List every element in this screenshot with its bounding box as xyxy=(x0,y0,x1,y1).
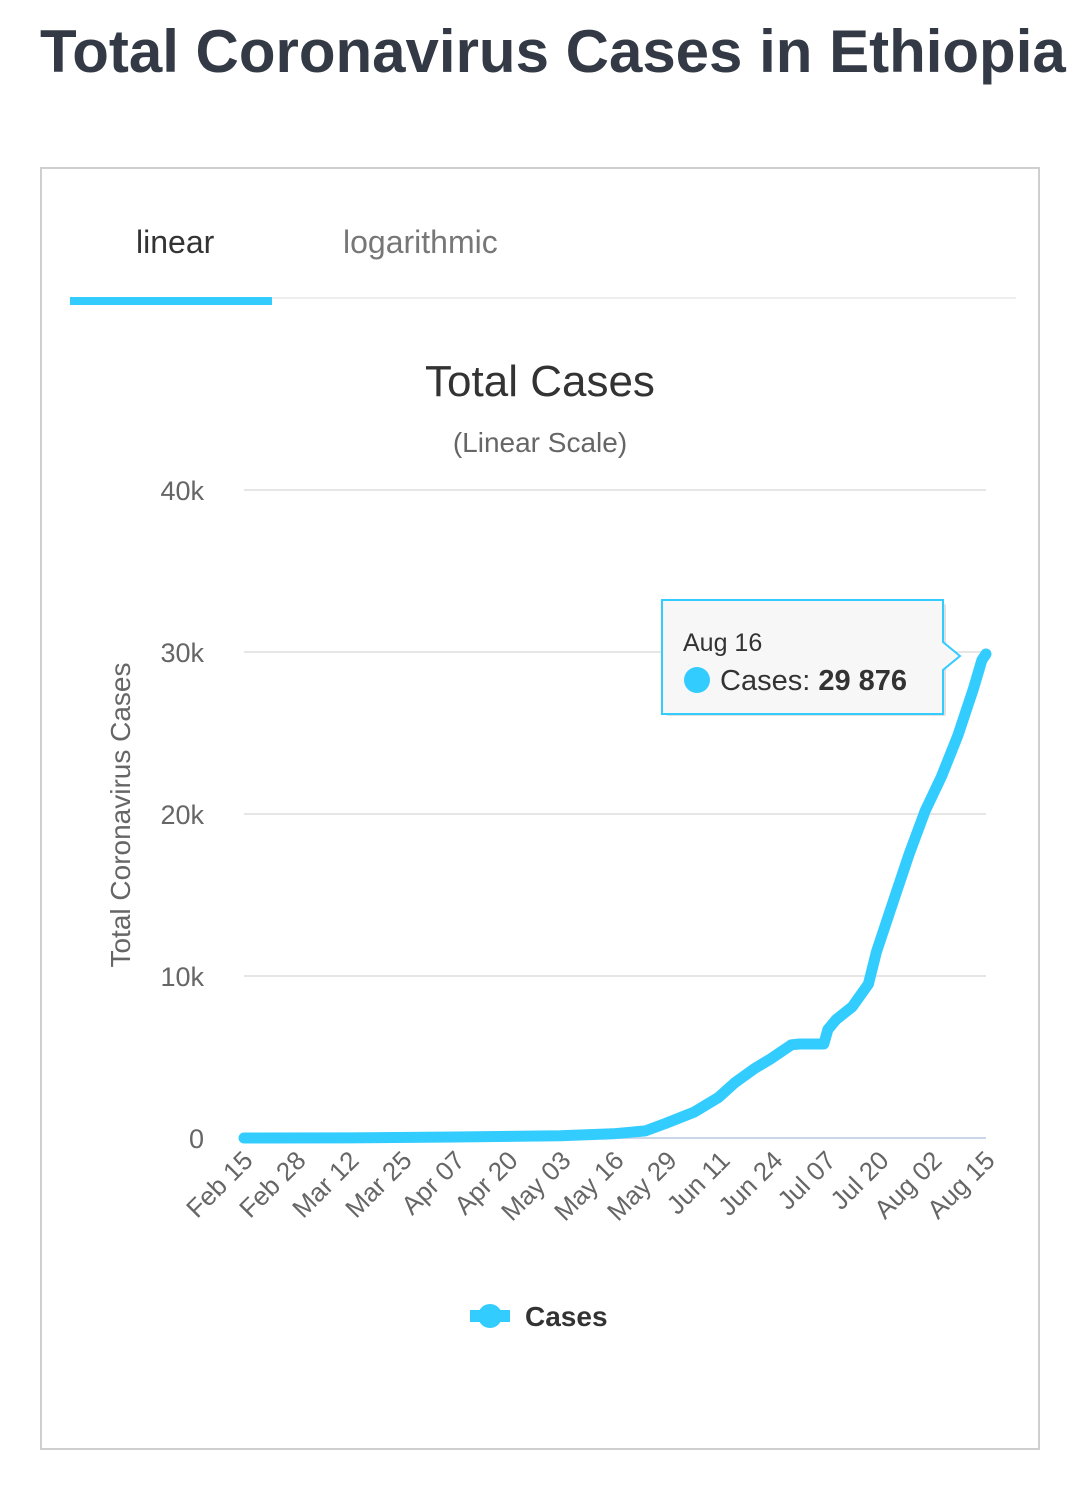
tooltip-label: Cases: xyxy=(720,665,810,697)
y-tick-label: 20k xyxy=(160,800,204,830)
active-tab-indicator xyxy=(70,297,272,305)
tooltip-date: Aug 16 xyxy=(683,629,762,657)
y-axis-label: Total Coronavirus Cases xyxy=(105,662,136,967)
tooltip-value: 29 876 xyxy=(818,665,907,697)
grid-layer xyxy=(244,489,986,1139)
y-tick-label: 0 xyxy=(189,1124,204,1154)
x-tick-label: Jul 07 xyxy=(771,1145,841,1215)
series-layer xyxy=(238,648,992,1144)
chart-subtitle: (Linear Scale) xyxy=(453,427,627,458)
tab-logarithmic[interactable]: logarithmic xyxy=(343,224,498,260)
y-tick-label: 10k xyxy=(160,962,204,992)
y-tick-layer: 0 10k 20k 30k 40k xyxy=(160,476,204,1154)
legend[interactable]: Cases xyxy=(470,1301,608,1332)
series-line-cases xyxy=(238,648,992,1144)
legend-label-cases[interactable]: Cases xyxy=(525,1301,608,1332)
chart-panel: linear logarithmic xyxy=(40,167,1040,1450)
tooltip-series-marker xyxy=(684,667,710,693)
tooltip: Aug 16 Cases: 29 876 xyxy=(661,599,962,716)
chart-title: Total Cases xyxy=(425,357,655,406)
tab-linear[interactable]: linear xyxy=(136,224,215,260)
page-title: Total Coronavirus Cases in Ethiopia xyxy=(40,18,1066,85)
y-tick-label: 40k xyxy=(160,476,204,506)
tooltip-box xyxy=(661,599,962,715)
tooltip-text: Cases: 29 876 xyxy=(720,665,907,697)
scale-tabs: linear logarithmic xyxy=(70,169,1016,305)
y-tick-label: 30k xyxy=(160,638,204,668)
legend-marker xyxy=(478,1304,502,1328)
